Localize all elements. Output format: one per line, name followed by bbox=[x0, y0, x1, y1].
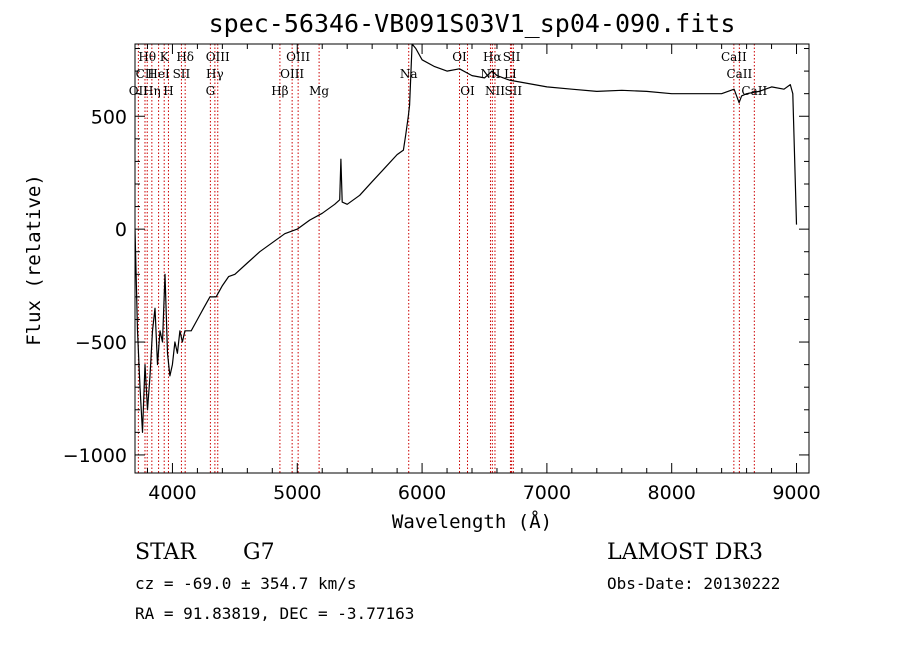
spectral-line-label: Hθ bbox=[138, 50, 156, 64]
spectral-line-label: Hα bbox=[483, 50, 502, 64]
x-tick-label: 5000 bbox=[273, 482, 321, 504]
spectral-line-label: H bbox=[163, 84, 173, 98]
axis-ticks: 4000 5000 6000 7000 8000 9000 −1000 −500 0 500 bbox=[63, 44, 821, 504]
survey-name: LAMOST DR3 bbox=[607, 540, 763, 565]
spectral-line-label: OI bbox=[452, 50, 467, 64]
spectral-line-label: OIII bbox=[206, 50, 230, 64]
spectral-line-label: G bbox=[206, 84, 216, 98]
coordinates: RA = 91.83819, DEC = -3.77163 bbox=[135, 604, 414, 623]
chart-title: spec-56346-VB091S03V1_sp04-090.fits bbox=[209, 9, 736, 38]
spectral-line-label: Na bbox=[400, 67, 418, 81]
x-axis-label: Wavelength (Å) bbox=[392, 510, 552, 533]
spectral-line-label: K bbox=[160, 50, 170, 64]
spectral-line-label: CaII bbox=[726, 67, 752, 81]
plot-frame bbox=[134, 43, 810, 474]
subclass: G7 bbox=[243, 540, 275, 565]
spectral-line-label: OIII bbox=[280, 67, 304, 81]
spectral-line-label: OIII bbox=[286, 50, 310, 64]
y-tick-label: −1000 bbox=[63, 445, 127, 467]
redshift-text: cz = -69.0 ± 354.7 km/s bbox=[135, 574, 357, 593]
x-tick-label: 8000 bbox=[648, 482, 696, 504]
spectral-line-label: CaII bbox=[721, 50, 747, 64]
spectral-line-label: Hγ bbox=[206, 67, 224, 81]
spectral-line-label: CaII bbox=[741, 84, 767, 98]
spectral-line-label: Hβ bbox=[271, 84, 288, 98]
spectral-line-label: HeI bbox=[147, 67, 170, 81]
x-tick-label: 7000 bbox=[523, 482, 571, 504]
spectral-line-label: SII bbox=[173, 67, 191, 81]
series-flux-line bbox=[135, 44, 798, 433]
spectral-line-label: Mg bbox=[309, 84, 329, 98]
x-tick-label: 9000 bbox=[772, 482, 820, 504]
spectral-line-label: SII bbox=[503, 50, 521, 64]
data-layer bbox=[135, 44, 798, 433]
spectral-line-label: SII bbox=[504, 84, 522, 98]
obs-date: Obs-Date: 20130222 bbox=[607, 574, 780, 593]
y-tick-label: −500 bbox=[75, 332, 127, 354]
y-tick-label: 0 bbox=[115, 219, 127, 241]
spectral-line-label: Hδ bbox=[176, 50, 194, 64]
spectral-line-label: OI bbox=[460, 84, 475, 98]
spectral-line-label: NII bbox=[480, 67, 500, 81]
spectral-line-label: CII bbox=[136, 67, 155, 81]
spectral-line-label: NII bbox=[485, 84, 505, 98]
spectral-line-label: OII bbox=[129, 84, 149, 98]
spectral-line-label: Hη bbox=[143, 84, 161, 98]
y-tick-label: 500 bbox=[91, 106, 127, 128]
y-axis-label: Flux (relative) bbox=[23, 174, 45, 346]
x-tick-label: 4000 bbox=[148, 482, 196, 504]
x-tick-label: 6000 bbox=[398, 482, 446, 504]
object-type: STAR bbox=[135, 540, 197, 565]
spectral-line-markers bbox=[137, 44, 755, 473]
spectral-line-label: LI bbox=[504, 67, 517, 81]
